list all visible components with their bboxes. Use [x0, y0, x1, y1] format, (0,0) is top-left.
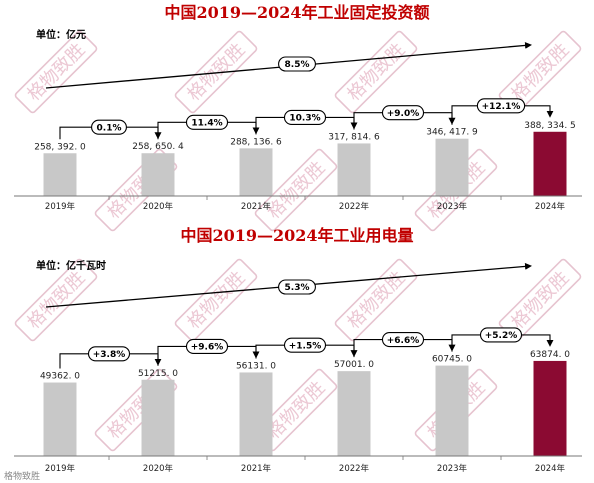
x-tick-label: 2024年 [535, 463, 566, 474]
growth-pill [91, 119, 127, 135]
growth-pill [283, 337, 327, 353]
watermark-text: 格物致胜 [343, 39, 409, 105]
growth-pill [87, 346, 131, 362]
unit-label: 单位：亿元 [36, 28, 86, 41]
bar [141, 379, 175, 456]
bar [435, 138, 469, 196]
overall-growth-label: 5.3% [285, 283, 310, 293]
x-tick-label: 2021年 [241, 201, 272, 212]
watermark-text: 格物致胜 [263, 157, 329, 223]
data-label: 63874. 0 [530, 350, 570, 360]
growth-label: 0.1% [97, 123, 122, 133]
growth-pill [479, 327, 523, 343]
overall-growth-label: 8.5% [285, 60, 310, 70]
watermark-frame [334, 258, 418, 342]
growth-label: 11.4% [191, 119, 222, 129]
data-label: 60745. 0 [432, 355, 472, 365]
bar [337, 371, 371, 456]
x-tick-label: 2019年 [45, 463, 76, 474]
x-tick-label: 2021年 [241, 463, 272, 474]
watermark-text: 格物致胜 [507, 267, 573, 333]
x-tick-label: 2023年 [437, 463, 468, 474]
x-tick-label: 2019年 [45, 201, 76, 212]
watermark-frame [334, 30, 418, 114]
growth-pill [381, 332, 425, 348]
watermark-frame [174, 30, 258, 114]
bar [43, 153, 77, 196]
footer-brand: 格物致胜 [4, 470, 40, 482]
chart-title: 中国2019—2024年工业用电量 [180, 226, 413, 245]
bar [239, 148, 273, 196]
bar [337, 143, 371, 196]
watermark-text: 格物致胜 [183, 267, 249, 333]
data-label: 57001. 0 [334, 360, 374, 370]
unit-label: 单位：亿千瓦时 [36, 259, 106, 272]
growth-label: +6.6% [387, 336, 420, 346]
data-label: 317, 814. 6 [328, 132, 380, 142]
x-tick-label: 2023年 [437, 201, 468, 212]
growth-label: +1.5% [289, 341, 322, 351]
growth-label: +5.2% [485, 331, 518, 341]
growth-label: +9.6% [191, 343, 224, 353]
x-tick-label: 2020年 [143, 463, 174, 474]
watermark-stamp: 格物致胜 [174, 30, 258, 114]
data-label: 288, 136. 6 [230, 137, 282, 147]
data-label: 51215. 0 [138, 369, 178, 379]
bar [533, 131, 567, 196]
watermark-frame [14, 30, 98, 114]
x-tick-label: 2020年 [143, 201, 174, 212]
growth-pill [185, 114, 229, 130]
overall-growth-pill [278, 279, 316, 295]
watermark-stamp: 格物致胜 [334, 30, 418, 114]
watermark-text: 格物致胜 [23, 267, 89, 333]
watermark-text: 格物致胜 [263, 377, 329, 443]
data-label: 49362. 0 [40, 372, 80, 382]
watermark-stamp: 格物致胜 [14, 30, 98, 114]
data-label: 388, 334. 5 [524, 121, 576, 131]
growth-label: +3.8% [93, 350, 126, 360]
watermark-stamp: 格物致胜 [174, 258, 258, 342]
overall-growth-pill [278, 56, 316, 72]
growth-pill [185, 338, 229, 355]
data-label: 346, 417. 9 [426, 128, 478, 138]
growth-label: +12.1% [482, 102, 521, 112]
growth-label: 10.3% [289, 114, 320, 124]
growth-pill [381, 105, 425, 121]
growth-pill [476, 98, 526, 114]
growth-pill [283, 109, 327, 125]
data-label: 258, 650. 4 [132, 142, 184, 152]
growth-label: +9.0% [387, 109, 420, 119]
bar [141, 153, 175, 196]
chart-title: 中国2019—2024年工业固定投资额 [164, 3, 429, 22]
data-label: 56131. 0 [236, 361, 276, 371]
bar [435, 365, 469, 456]
watermark-text: 格物致胜 [507, 39, 573, 105]
bar [239, 372, 273, 456]
watermark-frame [174, 258, 258, 342]
bar [43, 382, 77, 456]
x-tick-label: 2022年 [339, 201, 370, 212]
x-tick-label: 2024年 [535, 201, 566, 212]
watermark-text: 格物致胜 [23, 39, 89, 105]
watermark-stamp: 格物致胜 [334, 258, 418, 342]
bar [533, 360, 567, 456]
data-label: 258, 392. 0 [34, 142, 86, 152]
x-tick-label: 2022年 [339, 463, 370, 474]
watermark-frame [14, 258, 98, 342]
